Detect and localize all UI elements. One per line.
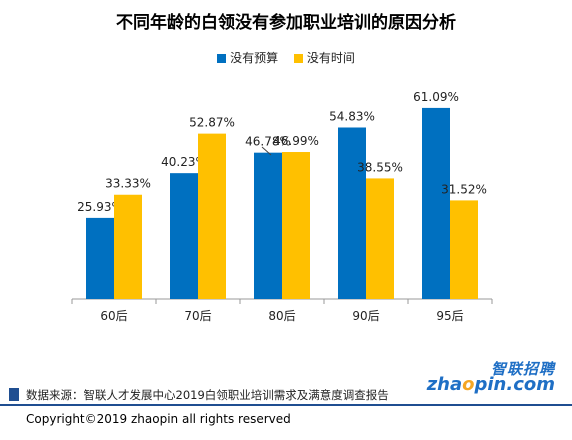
bar-budget-0 (86, 217, 114, 299)
leader-line-80 (261, 146, 272, 156)
data-label-budget-0: 25.93% (77, 200, 123, 214)
logo-en-a: zha (426, 374, 463, 395)
legend-item-budget: 没有预算 (217, 49, 278, 66)
bar-time-4 (450, 200, 478, 299)
x-tick-label-2: 80后 (268, 309, 295, 323)
legend-swatch-time (293, 54, 303, 63)
source-marker (9, 388, 19, 401)
x-tick-label-4: 95后 (436, 309, 463, 323)
source-text: 数据来源：智联人才发展中心2019白领职业培训需求及满意度调查报告 (26, 388, 389, 402)
data-label-time-0: 33.33% (105, 177, 151, 191)
data-label-time-1: 52.87% (189, 116, 235, 130)
x-tick-label-3: 90后 (352, 309, 379, 323)
data-label-time-3: 38.55% (357, 160, 403, 174)
data-label-time-4: 31.52% (441, 182, 487, 196)
legend-item-time: 没有时间 (293, 49, 355, 66)
logo-chinese: 智联招聘 (490, 360, 555, 378)
logo-en-dot: o (462, 374, 475, 395)
copyright: Copyright©2019 zhaopin all rights reserv… (26, 412, 291, 426)
legend-swatch-budget (217, 54, 227, 63)
bar-time-3 (366, 178, 394, 299)
bar-budget-3 (338, 127, 366, 299)
bar-time-2 (282, 152, 310, 299)
legend-label-time: 没有时间 (306, 51, 355, 65)
logo-english: zhaopin.com (427, 374, 555, 395)
bar-budget-1 (170, 173, 198, 299)
bar-time-0 (114, 194, 142, 299)
legend-label-budget: 没有预算 (230, 51, 279, 65)
data-label-budget-1: 40.23% (161, 155, 207, 169)
legend: 没有预算 没有时间 (0, 49, 572, 66)
x-tick-label-1: 70后 (184, 309, 211, 323)
x-tick-label-0: 60后 (100, 309, 127, 323)
logo-en-b: pin.com (474, 374, 556, 395)
data-label-budget-3: 54.83% (329, 109, 375, 123)
chart-title: 不同年龄的白领没有参加职业培训的原因分析 (116, 13, 456, 33)
data-label-budget-4: 61.09% (413, 90, 459, 104)
zhaopin-logo: 智联招聘 zhaopin.com (427, 358, 561, 398)
data-label-budget-2: 46.78% (245, 135, 291, 149)
bar-budget-4 (422, 107, 450, 299)
bar-budget-2 (254, 152, 282, 299)
data-label-time-2: 46.99% (273, 134, 319, 148)
bar-time-1 (198, 133, 226, 299)
footer-rule (0, 404, 572, 406)
bar-chart: 25.93% 33.33% 60后 40.23% 52.87% 70后 46.78%46.9… (71, 90, 493, 323)
